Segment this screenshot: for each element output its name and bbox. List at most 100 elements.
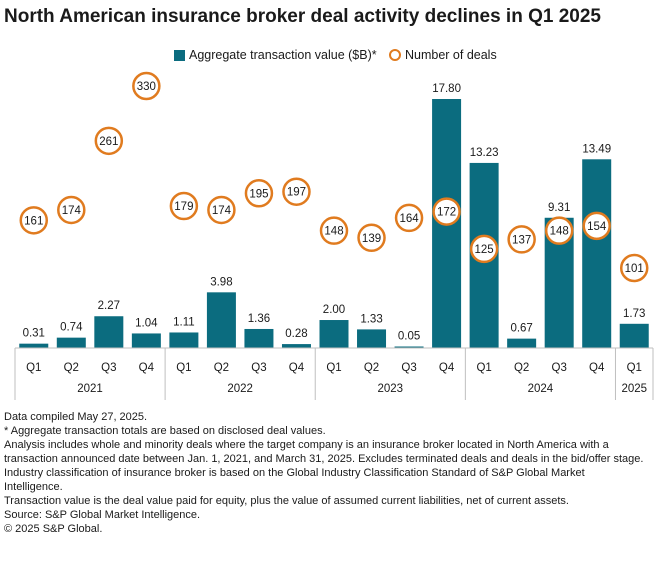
- deal-count-dot: 174: [57, 195, 86, 225]
- legend-dot-swatch: [389, 49, 401, 61]
- deal-count-dot: 261: [94, 126, 124, 156]
- bar: [94, 316, 124, 348]
- legend-label-transaction-value: Aggregate transaction value ($B)*: [189, 48, 377, 62]
- bar: [206, 292, 236, 348]
- deal-count-label: 164: [399, 213, 419, 225]
- bar-value-label: 0.28: [285, 328, 307, 340]
- deal-count-dot: 197: [282, 177, 311, 206]
- deal-count-marker: [582, 211, 611, 241]
- deal-count-marker: [544, 216, 574, 245]
- bar-value-label: 2.27: [98, 300, 120, 312]
- deal-count-dot: 101: [619, 253, 649, 283]
- x-tick-label: Q4: [139, 362, 155, 374]
- chart-title: North American insurance broker deal act…: [4, 6, 601, 27]
- x-tick-label: Q1: [476, 362, 491, 374]
- bar: [619, 323, 649, 348]
- deal-count-dot: 139: [357, 223, 386, 253]
- bar: [394, 346, 424, 348]
- deal-count-dot: 330: [132, 71, 161, 101]
- bar-value-label: 2.00: [323, 304, 345, 316]
- deal-count-dot: 172: [432, 197, 461, 226]
- x-tick-label: Q1: [326, 362, 341, 374]
- note-line: Data compiled May 27, 2025.: [4, 411, 148, 423]
- note-line: © 2025 S&P Global.: [4, 523, 103, 535]
- deal-count-dot: 154: [582, 211, 611, 241]
- bar: [357, 329, 387, 348]
- deal-count-label: 172: [437, 207, 456, 219]
- bar: [507, 338, 537, 348]
- note-line: Industry classification of insurance bro…: [4, 467, 585, 493]
- deal-count-label: 261: [99, 136, 118, 148]
- note-line: * Aggregate transaction totals are based…: [4, 425, 326, 437]
- deal-count-marker: [207, 195, 236, 225]
- deal-count-label: 195: [249, 188, 268, 200]
- deal-count-marker: [619, 253, 649, 283]
- x-tick-label: Q2: [64, 362, 79, 374]
- deal-count-label: 101: [625, 263, 644, 275]
- bar-value-label: 0.31: [23, 328, 45, 340]
- bar-value-label: 0.74: [60, 322, 83, 334]
- deal-count-label: 137: [512, 234, 531, 246]
- deal-count-dot: 195: [244, 179, 274, 208]
- bar: [169, 332, 199, 348]
- deal-count-dot: 137: [507, 225, 536, 254]
- bar-value-label: 0.67: [510, 323, 532, 335]
- deal-count-label: 330: [137, 81, 156, 93]
- deal-count-marker: [19, 206, 49, 235]
- chart-notes: Data compiled May 27, 2025. * Aggregate t…: [4, 410, 644, 536]
- year-label: 2022: [227, 383, 253, 395]
- chart-legend: Aggregate transaction value ($B)* Number…: [0, 48, 660, 66]
- deal-count-label: 148: [550, 226, 569, 238]
- deal-count-marker: [169, 191, 199, 221]
- deal-count-dot: 148: [319, 216, 349, 245]
- bar-value-label: 1.11: [173, 316, 195, 328]
- bar: [131, 333, 161, 348]
- year-label: 2024: [528, 383, 554, 395]
- deal-count-dot: 174: [207, 195, 236, 225]
- x-tick-label: Q3: [251, 362, 266, 374]
- deal-count-marker: [394, 203, 424, 233]
- note-line: Analysis includes whole and minority dea…: [4, 439, 644, 465]
- x-tick-label: Q4: [439, 362, 455, 374]
- legend-label-number-of-deals: Number of deals: [405, 48, 497, 62]
- bar-value-label: 1.36: [248, 313, 270, 325]
- deal-count-label: 154: [587, 221, 607, 233]
- deal-count-dot: 164: [394, 203, 424, 233]
- bar: [19, 343, 49, 348]
- x-tick-label: Q2: [214, 362, 229, 374]
- bar-value-label: 3.98: [210, 276, 232, 288]
- deal-count-label: 148: [324, 226, 343, 238]
- x-tick-label: Q1: [627, 362, 642, 374]
- note-line: Transaction value is the deal value paid…: [4, 495, 569, 507]
- bar-value-label: 1.33: [360, 313, 382, 325]
- deal-count-label: 174: [212, 205, 232, 217]
- deal-count-marker: [132, 71, 161, 101]
- deal-count-label: 179: [174, 201, 193, 213]
- bar: [244, 328, 274, 348]
- x-tick-label: Q1: [176, 362, 191, 374]
- bar: [281, 344, 311, 348]
- deal-count-dot: 161: [19, 206, 49, 235]
- deal-count-dot: 125: [469, 234, 499, 264]
- x-tick-label: Q4: [589, 362, 605, 374]
- x-tick-label: Q4: [289, 362, 305, 374]
- deal-count-marker: [319, 216, 349, 245]
- note-line: Source: S&P Global Market Intelligence.: [4, 509, 201, 521]
- x-tick-label: Q3: [552, 362, 567, 374]
- deal-count-dot: 148: [544, 216, 574, 245]
- deal-count-label: 161: [24, 215, 43, 227]
- bar-value-label: 1.73: [623, 308, 645, 320]
- bar-value-label: 13.23: [470, 147, 499, 159]
- x-tick-label: Q3: [401, 362, 416, 374]
- bar-dot-chart: 0.31 0.74 2.27 1.04 1.11 3.98 1.36 0.28 2.00 1.33…: [14, 71, 654, 400]
- x-tick-label: Q2: [514, 362, 529, 374]
- deal-count-label: 139: [362, 233, 381, 245]
- legend-bar-swatch: [174, 49, 185, 61]
- bar: [56, 337, 86, 348]
- deal-count-marker: [94, 126, 124, 156]
- year-label: 2021: [77, 383, 103, 395]
- year-label: 2023: [377, 383, 403, 395]
- deal-count-marker: [507, 225, 536, 254]
- deal-count-marker: [357, 223, 386, 253]
- x-tick-label: Q3: [101, 362, 116, 374]
